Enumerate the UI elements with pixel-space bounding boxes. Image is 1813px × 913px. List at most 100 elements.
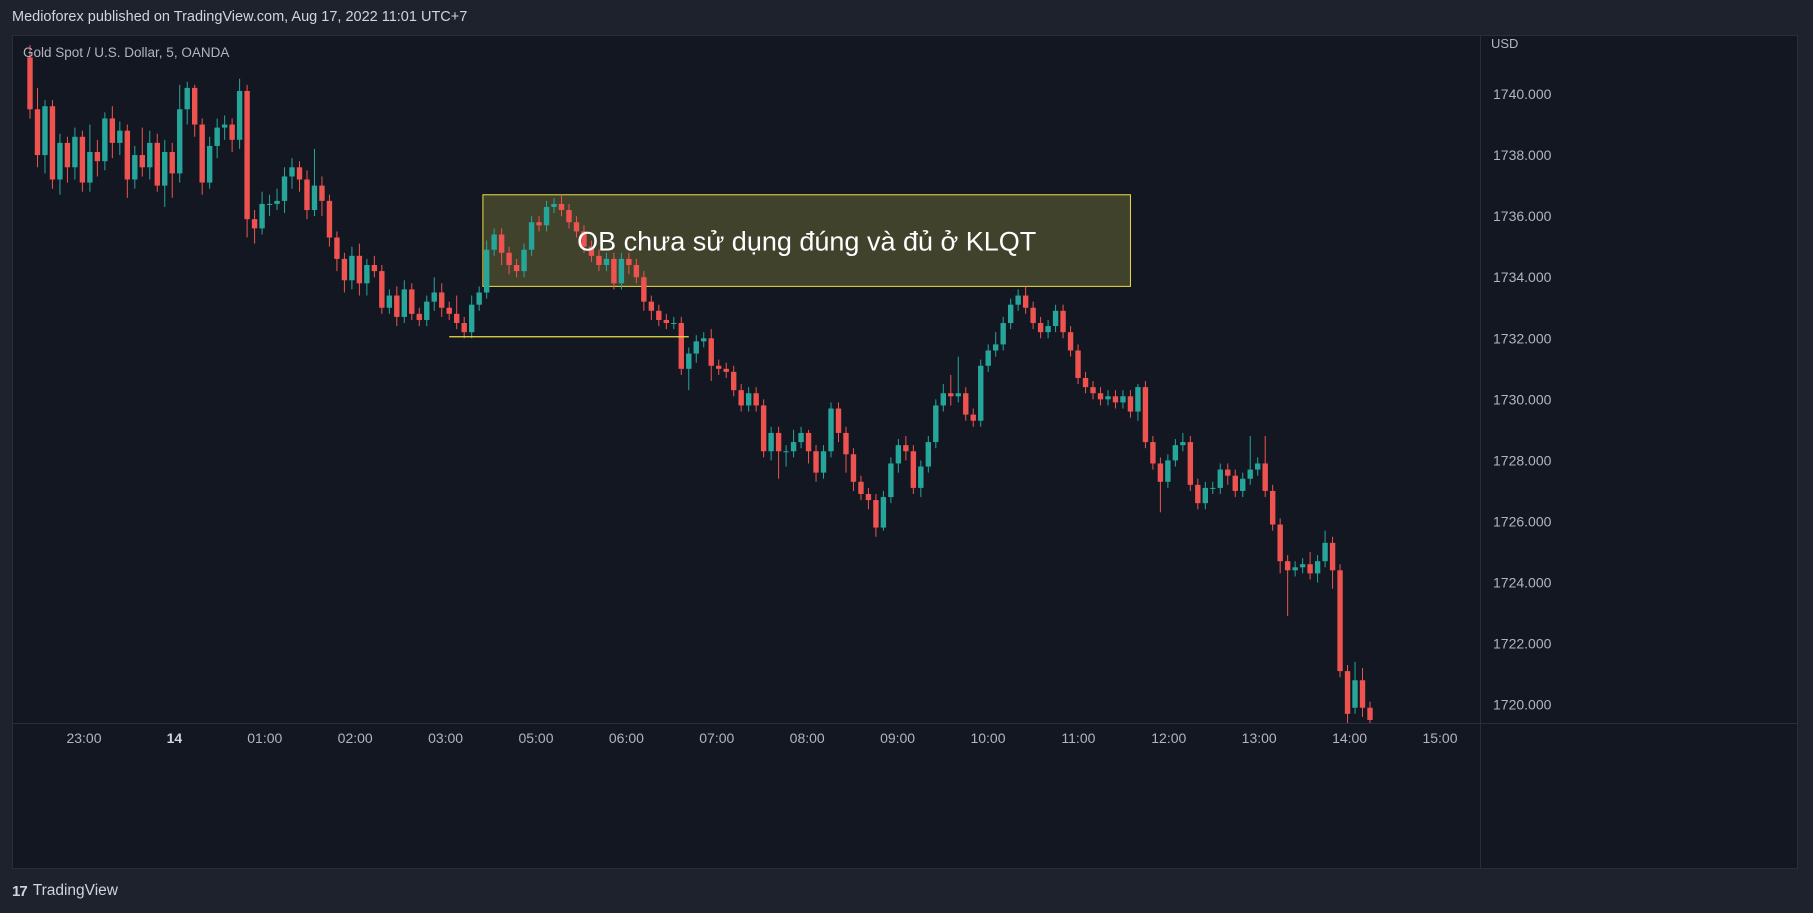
candle-body (266, 203, 273, 205)
candle-body (214, 127, 220, 146)
brand[interactable]: 17 TradingView (12, 882, 118, 900)
y-tick-label: 1740.000 (1493, 86, 1552, 102)
candle-body (1217, 469, 1223, 488)
candle-body (1277, 524, 1283, 562)
candle-body (1240, 478, 1246, 491)
candle-body (1030, 307, 1036, 324)
candle-body (154, 142, 160, 186)
candle-body (356, 255, 363, 284)
currency-label: USD (1491, 36, 1518, 51)
candle-body (1202, 487, 1209, 504)
y-tick-label: 1738.000 (1493, 147, 1552, 163)
candle-body (1052, 310, 1059, 327)
candle-body (611, 258, 617, 284)
candle-body (843, 432, 849, 455)
candle-body (1195, 484, 1201, 504)
candle-body (903, 445, 909, 452)
candle-body (1359, 680, 1366, 708)
candle-body (79, 136, 86, 183)
x-tick-label: 15:00 (1422, 730, 1457, 746)
candle-body (364, 265, 370, 284)
candle-body (491, 234, 497, 250)
candle-body (1187, 442, 1194, 485)
candle-body (828, 408, 834, 452)
candle-body (57, 142, 63, 180)
candle-body (341, 258, 348, 281)
candle-body (858, 481, 864, 494)
candle-body (169, 152, 175, 174)
y-tick-label: 1728.000 (1493, 452, 1552, 468)
candle-body (895, 445, 902, 464)
x-tick-label: 03:00 (428, 730, 463, 746)
candle-body (648, 301, 655, 311)
x-tick-label: 10:00 (970, 730, 1005, 746)
candle-body (1352, 680, 1358, 708)
candle-body (102, 118, 108, 162)
candle-body (918, 466, 924, 488)
candle-body (296, 167, 303, 180)
candle-body (416, 313, 422, 320)
x-tick-label: 01:00 (247, 730, 282, 746)
y-tick-label: 1734.000 (1493, 269, 1552, 285)
candle-body (87, 152, 93, 183)
y-tick-label: 1730.000 (1493, 391, 1552, 407)
candle-body (686, 353, 692, 369)
candle-body (1135, 387, 1141, 412)
candle-body (117, 130, 123, 143)
candle-body (34, 109, 41, 156)
x-tick-label: 06:00 (609, 730, 644, 746)
candle-body (147, 142, 153, 168)
candle-body (72, 136, 78, 168)
candle-body (1105, 396, 1111, 400)
candle-body (1037, 323, 1044, 333)
candle-body (64, 142, 71, 168)
candle-body (528, 222, 535, 250)
candle-body (199, 124, 205, 183)
ob-zone-label: OB chưa sử dụng đúng và đủ ở KLQT (577, 227, 1036, 257)
candle-body (1022, 295, 1029, 308)
candle-body (1082, 377, 1089, 388)
candle-body (379, 271, 385, 308)
candle-body (970, 414, 976, 421)
candle-body (730, 371, 737, 391)
candle-body (888, 463, 894, 498)
tradingview-logo-icon: 17 (12, 882, 28, 900)
publish-info: Medioforex published on TradingView.com,… (12, 9, 468, 25)
price-chart[interactable]: USD 1740.000 1738.000 1736.000 1734.000 1732.… (13, 36, 1797, 868)
candle-body (1157, 463, 1164, 482)
candle-body (723, 368, 729, 372)
candle-body (498, 234, 505, 253)
candle-body (132, 155, 138, 180)
candle-body (925, 442, 932, 467)
candle-body (236, 90, 243, 140)
candle-body (618, 258, 625, 284)
candle-body (1060, 310, 1066, 333)
candle-body (850, 454, 857, 482)
candle-body (768, 432, 774, 452)
candle-body (281, 176, 288, 201)
candle-body (371, 265, 378, 272)
candles-group (27, 45, 1373, 723)
candle-body (753, 393, 759, 406)
candle-body (1344, 671, 1351, 714)
candle-body (716, 365, 722, 369)
candle-body (1015, 295, 1021, 305)
candle-body (229, 124, 235, 140)
candle-body (603, 258, 610, 265)
candle-body (798, 432, 804, 443)
y-tick-label: 1724.000 (1493, 575, 1552, 591)
candle-body (880, 497, 887, 528)
candle-body (124, 130, 131, 180)
candle-body (326, 200, 333, 238)
candle-body (1269, 490, 1276, 525)
candle-body (1090, 387, 1096, 394)
candle-body (454, 313, 460, 324)
brand-name: TradingView (32, 882, 118, 899)
candle-body (1097, 393, 1104, 400)
x-tick-label: 14:00 (1332, 730, 1367, 746)
candle-body (506, 252, 512, 265)
candle-body (483, 249, 490, 293)
candle-body (955, 393, 961, 397)
candle-body (1180, 442, 1186, 446)
candle-body (985, 350, 991, 366)
